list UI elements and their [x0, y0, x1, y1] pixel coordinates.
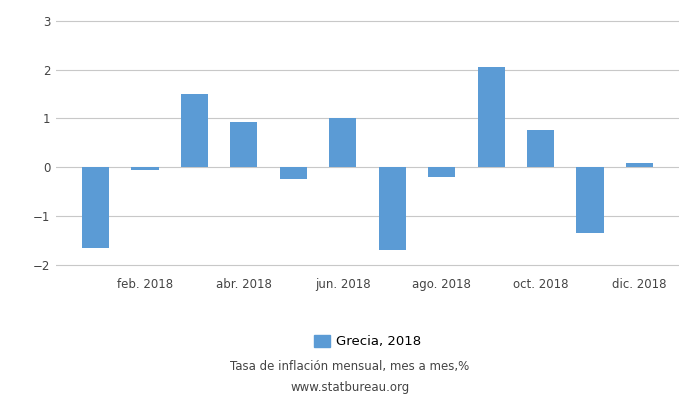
- Bar: [626, 163, 653, 167]
- Bar: [181, 94, 208, 167]
- Bar: [82, 167, 109, 248]
- Legend: Grecia, 2018: Grecia, 2018: [314, 335, 421, 348]
- Bar: [477, 67, 505, 167]
- Bar: [230, 122, 258, 167]
- Bar: [379, 167, 406, 250]
- Bar: [576, 167, 603, 233]
- Bar: [329, 118, 356, 167]
- Bar: [280, 167, 307, 179]
- Bar: [132, 167, 159, 170]
- Text: www.statbureau.org: www.statbureau.org: [290, 381, 410, 394]
- Bar: [527, 130, 554, 167]
- Bar: [428, 167, 455, 177]
- Text: Tasa de inflación mensual, mes a mes,%: Tasa de inflación mensual, mes a mes,%: [230, 360, 470, 373]
